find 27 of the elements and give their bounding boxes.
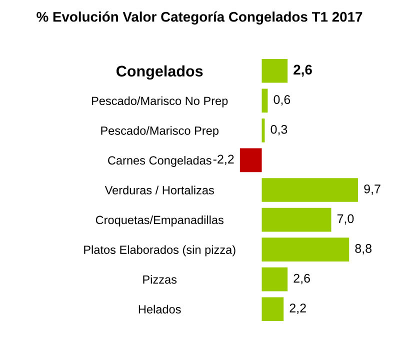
bar bbox=[262, 267, 288, 292]
y-tick-label: Platos Elaborados (sin pizza) bbox=[84, 245, 236, 256]
y-tick-label: Congelados bbox=[116, 65, 203, 80]
data-label: 2,6 bbox=[294, 64, 312, 77]
data-label: 0,3 bbox=[270, 124, 288, 136]
data-label: -2,2 bbox=[213, 154, 234, 166]
bar bbox=[262, 88, 268, 113]
bar bbox=[262, 208, 332, 232]
chart-title: % Evolución Valor Categoría Congelados T1 2017 bbox=[36, 11, 362, 25]
y-tick-label: Pescado/Marisco No Prep bbox=[92, 96, 228, 108]
bar bbox=[262, 178, 358, 202]
y-tick-label: Verduras / Hortalizas bbox=[104, 186, 214, 194]
y-tick-label: Pizzas bbox=[143, 275, 177, 284]
y-tick-label: Pescado/Marisco Prep bbox=[101, 126, 218, 138]
y-tick-label: Croquetas/Empanadillas bbox=[96, 216, 224, 227]
data-label: 2,2 bbox=[290, 304, 306, 314]
bar bbox=[262, 297, 284, 322]
data-label: 0,6 bbox=[274, 95, 290, 106]
data-label: 8,8 bbox=[355, 244, 372, 254]
y-tick-label: Helados bbox=[138, 304, 181, 314]
data-label: 9,7 bbox=[364, 184, 380, 195]
y-tick-label: Carnes Congeladas bbox=[108, 156, 212, 167]
bar bbox=[240, 148, 262, 172]
bar bbox=[262, 238, 350, 262]
bar bbox=[262, 58, 288, 83]
data-label: 2,6 bbox=[294, 274, 310, 284]
data-label: 7,0 bbox=[337, 214, 354, 225]
